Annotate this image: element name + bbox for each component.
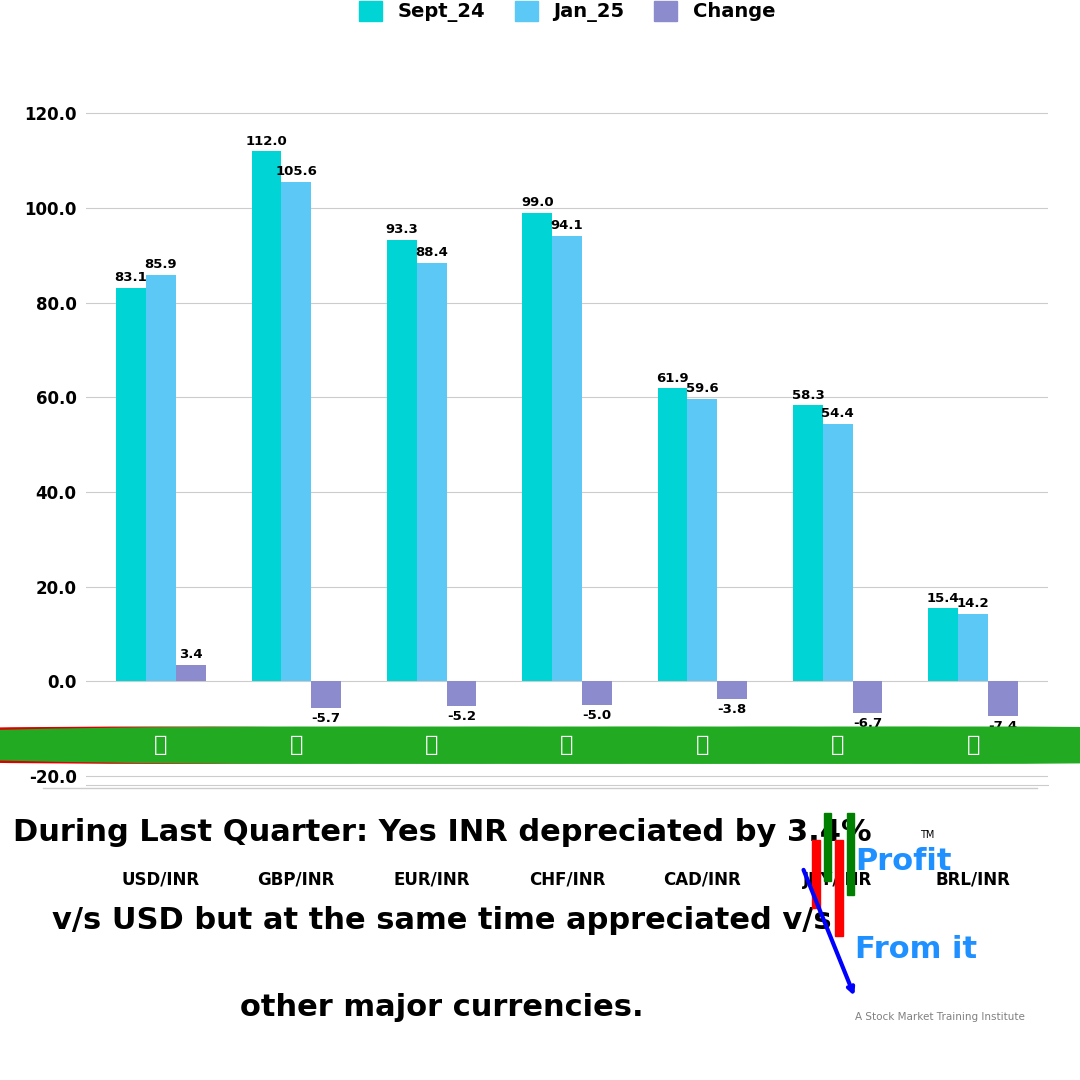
Text: 14.2: 14.2 xyxy=(957,597,989,610)
Text: 94.1: 94.1 xyxy=(551,219,583,232)
Circle shape xyxy=(188,727,1080,764)
Bar xyxy=(929,608,958,681)
Bar xyxy=(658,389,688,681)
Bar xyxy=(812,840,820,908)
Bar xyxy=(146,274,176,681)
Circle shape xyxy=(0,727,675,764)
Bar xyxy=(523,213,552,681)
Text: 58.3: 58.3 xyxy=(792,389,824,402)
Bar xyxy=(852,681,882,713)
Text: 👍: 👍 xyxy=(561,735,573,755)
Text: 105.6: 105.6 xyxy=(275,165,318,178)
Bar xyxy=(988,681,1017,716)
Text: During Last Quarter: Yes INR depreciated by 3.4%: During Last Quarter: Yes INR depreciated… xyxy=(13,819,872,847)
Circle shape xyxy=(0,727,811,764)
Text: 85.9: 85.9 xyxy=(145,258,177,271)
Text: -3.8: -3.8 xyxy=(717,703,746,716)
Text: 83.1: 83.1 xyxy=(114,271,148,284)
Bar xyxy=(847,813,854,894)
Text: other major currencies.: other major currencies. xyxy=(240,993,644,1022)
Circle shape xyxy=(0,727,946,764)
Text: v/s USD but at the same time appreciated v/s: v/s USD but at the same time appreciated… xyxy=(52,905,832,934)
Bar xyxy=(582,681,611,705)
Text: Profit: Profit xyxy=(855,848,951,876)
Text: 59.6: 59.6 xyxy=(686,382,718,395)
Circle shape xyxy=(53,727,1080,764)
Bar xyxy=(311,681,341,708)
Legend: Sept_24, Jan_25, Change: Sept_24, Jan_25, Change xyxy=(351,0,783,30)
Text: -6.7: -6.7 xyxy=(853,717,882,730)
Bar xyxy=(552,237,582,681)
Text: From it: From it xyxy=(855,934,977,963)
Text: 15.4: 15.4 xyxy=(927,592,960,605)
Text: -5.2: -5.2 xyxy=(447,710,476,723)
Circle shape xyxy=(459,727,1080,764)
Text: 👍: 👍 xyxy=(696,735,710,755)
Text: 👍: 👍 xyxy=(832,735,845,755)
Bar xyxy=(446,681,476,706)
Bar xyxy=(117,288,146,681)
Text: 👎: 👎 xyxy=(154,735,167,755)
Bar xyxy=(176,665,205,681)
Text: -5.7: -5.7 xyxy=(311,712,340,725)
Text: A Stock Market Training Institute: A Stock Market Training Institute xyxy=(855,1012,1025,1023)
Text: TM: TM xyxy=(920,829,934,839)
Text: 54.4: 54.4 xyxy=(822,407,854,420)
Text: 👍: 👍 xyxy=(967,735,980,755)
Text: 👍: 👍 xyxy=(424,735,438,755)
Text: 3.4: 3.4 xyxy=(179,648,202,661)
Bar xyxy=(417,264,446,681)
Bar xyxy=(824,812,832,881)
Text: 112.0: 112.0 xyxy=(245,135,287,148)
Bar xyxy=(793,405,823,681)
Bar xyxy=(252,151,282,681)
Text: 👍: 👍 xyxy=(289,735,302,755)
Text: -5.0: -5.0 xyxy=(582,708,611,721)
Text: 93.3: 93.3 xyxy=(386,222,418,237)
Text: 61.9: 61.9 xyxy=(657,372,689,384)
Bar xyxy=(387,240,417,681)
Text: 99.0: 99.0 xyxy=(521,197,554,210)
Bar xyxy=(688,400,717,681)
Text: -7.4: -7.4 xyxy=(988,720,1017,733)
Circle shape xyxy=(323,727,1080,764)
Bar xyxy=(835,840,842,935)
Text: 88.4: 88.4 xyxy=(415,246,448,259)
Bar xyxy=(282,181,311,681)
Bar xyxy=(958,615,988,681)
Bar xyxy=(823,423,852,681)
Bar xyxy=(717,681,747,699)
